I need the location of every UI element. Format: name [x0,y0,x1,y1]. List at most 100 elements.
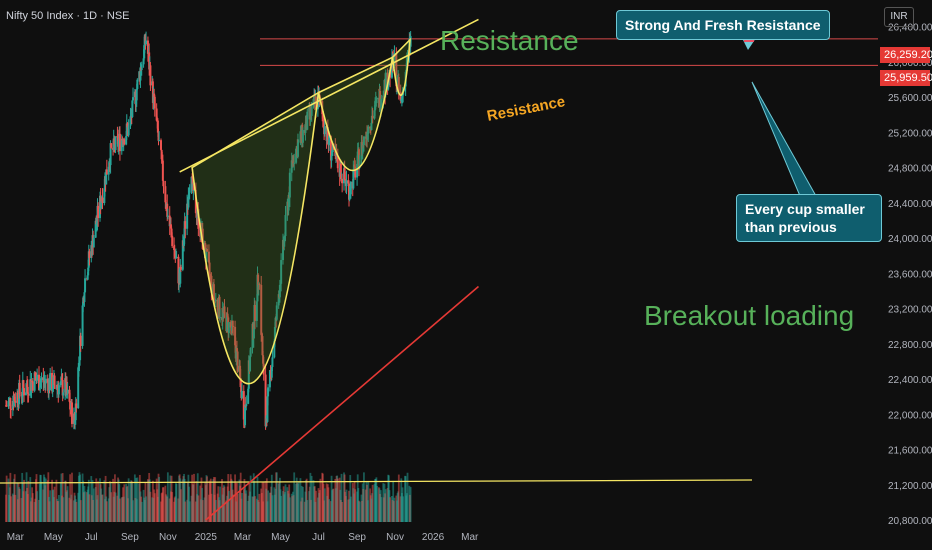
candle-body [245,403,248,407]
candle-body [358,159,361,169]
candle-body [196,216,199,218]
volume-bar [88,494,91,522]
candle-body [343,168,346,180]
volume-bar [358,501,361,522]
candle-body [290,160,293,173]
volume-bar [214,477,217,522]
chart-title: Nifty 50 Index · 1D · NSE [6,10,130,22]
candle-body [279,283,282,285]
candle-body [297,140,300,143]
volume-bar [166,472,169,522]
candle-body [229,322,232,328]
candle-body [95,221,98,225]
candle-body [155,108,158,121]
y-tick-label: 24,800.00 [888,164,932,175]
candle-body [265,418,268,427]
candle-body [288,172,291,198]
candle-body [216,299,219,311]
candle-body [107,166,110,175]
volume-bar [245,490,248,522]
candle-body [20,394,23,397]
candle-body [274,317,277,328]
volume-bar [180,489,182,522]
candle-body [209,275,212,277]
candle-body [135,100,138,105]
volume-bar [284,484,287,522]
candle-body [131,97,134,101]
candle-body [62,392,65,396]
candle-body [149,65,152,86]
candle-body [70,402,73,424]
volume-bar [119,498,121,522]
x-tick-label: Mar [234,532,252,543]
candle-body [143,45,146,59]
volume-bar [336,478,339,522]
volume-bar [162,487,165,522]
candle-body [181,240,184,270]
volume-bar [297,481,300,522]
candle-body [160,140,163,150]
candle-body [123,139,126,145]
x-tick-label: Nov [386,532,404,543]
candle-body [339,163,342,180]
volume-bar [371,484,374,522]
candle-body [401,95,404,97]
candle-body [282,239,285,261]
volume-bar [380,497,383,522]
candle-body [166,215,169,217]
candle-body [7,401,10,407]
currency-button[interactable]: INR [884,7,914,27]
volume-bar [23,479,25,522]
candle-body [14,400,17,403]
y-tick-label: 22,800.00 [888,340,932,351]
x-tick-label: Sep [121,532,139,543]
volume-bar [306,500,309,522]
y-tick-label: 23,200.00 [888,305,932,316]
candle-body [207,251,210,263]
candle-body [283,236,286,238]
volume-bar [256,476,259,522]
annotation-resistance: Resistance [440,25,579,56]
candle-body [169,224,172,229]
candle-body [356,163,359,178]
volume-bar [114,492,117,522]
candle-body [23,388,26,396]
candle-body [157,132,160,141]
candle-body [49,372,52,391]
candle-body [400,96,403,100]
x-tick-label: 2026 [422,532,445,543]
callout-every-cup: Every cup smaller than previous [736,194,882,242]
candle-body [105,169,108,185]
volume-bar [84,491,86,522]
candle-body [249,356,252,372]
volume-bar [105,501,108,522]
cup-3 [391,37,411,96]
y-tick-label: 20,800.00 [888,516,932,527]
candle-body [212,284,215,299]
volume-bar [171,492,174,522]
candle-body [52,376,55,389]
candle-body [405,57,408,71]
volume-bar [110,492,113,522]
candle-body [103,188,106,204]
candle-body [284,215,287,237]
price-label-current: 25,959.50 [880,70,932,86]
volume-bar [302,486,304,522]
candle-body [395,53,398,87]
support-trendline [205,285,479,521]
candle-body [40,377,43,381]
candle-body [232,325,235,327]
volume-bar [36,491,39,522]
candle-body [79,335,82,361]
candle-body [208,262,211,275]
candle-body [25,384,28,393]
candle-body [39,382,42,388]
candle-body [44,378,47,384]
candle-body [247,388,250,404]
volume-bar [40,481,43,522]
candle-body [151,81,154,104]
candle-body [51,388,54,392]
candle-body [156,120,159,133]
candle-body [113,138,116,145]
